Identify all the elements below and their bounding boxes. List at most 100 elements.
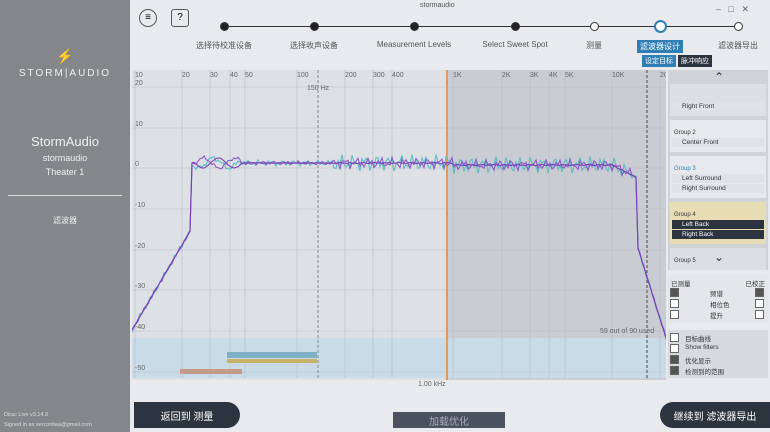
response-curve (132, 154, 666, 341)
step-dot (310, 22, 319, 31)
step-dot (410, 22, 419, 31)
db-label: 10 (135, 121, 143, 128)
option-label: 优化显示 (685, 358, 711, 365)
freq-label: 10K (612, 72, 625, 79)
filter-bar (227, 352, 317, 358)
next-button[interactable]: 继续到 滤波器导出 (660, 402, 770, 428)
plot-bg-right (447, 70, 666, 380)
group-name: Group 2 (674, 130, 696, 136)
checkbox (670, 333, 683, 342)
freq-label: 400 (392, 72, 404, 79)
theater: Theater 1 (45, 167, 85, 177)
checkbox (670, 299, 683, 308)
row-label: 相位色 (710, 302, 730, 309)
checkbox (670, 310, 683, 319)
window-title: stormaudio (420, 2, 455, 9)
freq-label: 100 (297, 72, 309, 79)
tab[interactable]: 设定目标 (642, 55, 676, 67)
tab[interactable]: 脉冲响应 (678, 55, 712, 67)
step-dot (654, 20, 667, 33)
freq-label: 20K (660, 72, 666, 79)
step-label: Select Sweet Spot (482, 40, 548, 49)
freq-label: 30 (210, 72, 218, 79)
display-panel: 已测量 已校正频谱相位色提升 (668, 275, 768, 323)
sidebar: ⚡ STORM|AUDIO StormAudio stormaudio Thea… (0, 0, 130, 432)
freq-label: 1K (453, 72, 462, 79)
freq-label: 4K (549, 72, 558, 79)
db-label: -10 (135, 202, 145, 209)
center-button[interactable]: 加载优化 (393, 412, 505, 428)
freq-label: 5K (565, 72, 574, 79)
filter-bar (180, 369, 242, 374)
group-name: Group 3 (674, 166, 696, 172)
help-button[interactable]: ? (171, 9, 189, 27)
channel: Left Surround (672, 174, 764, 183)
channel-list: ⌃ Right Front Group 2 Center Front Group 3 Le… (668, 70, 768, 270)
graph: 10203040501002003004001K2K3K4K5K10K20K20… (132, 70, 666, 388)
filter-bar (227, 359, 317, 363)
freq-label: 300 (373, 72, 385, 79)
checkbox (670, 288, 683, 297)
channel: Right Surround (672, 184, 764, 193)
option-label: Show filters (685, 344, 719, 351)
step-label: 滤波器导出 (718, 41, 758, 50)
channel: Center Front (672, 138, 764, 147)
options-panel: 目标曲线 Show filters 优化显示检测到的范围 (668, 330, 768, 378)
step-line (224, 26, 738, 27)
freq-label: 2K (502, 72, 511, 79)
step-dot (220, 22, 229, 31)
checkbox (670, 344, 683, 353)
db-label: 0 (135, 161, 139, 168)
back-button[interactable]: 返回到 测量 (134, 402, 240, 428)
center-label: 1.00 kHz (418, 381, 446, 388)
db-label: 20 (135, 80, 143, 87)
freq-label: 3K (530, 72, 539, 79)
response-curve (132, 155, 666, 338)
header: 已测量 (671, 281, 691, 288)
step-label: Measurement Levels (376, 40, 452, 49)
brand: STORM|AUDIO (18, 68, 112, 79)
group-name: Group 4 (674, 212, 696, 218)
step-label: 选择收声设备 (290, 41, 338, 50)
group-name: Group 5 (674, 258, 696, 264)
checkbox (670, 355, 683, 364)
menu-button[interactable]: ≡ (139, 9, 157, 27)
target-curve (132, 157, 666, 338)
db-label: -50 (135, 365, 145, 372)
usage: 59 out of 90 used (600, 328, 654, 335)
header: 已校正 (745, 281, 766, 288)
checkbox (755, 299, 768, 308)
channel: Right Front (672, 102, 764, 111)
checkbox (755, 288, 768, 297)
db-label: -20 (135, 243, 145, 250)
channel: Right Back (672, 230, 764, 239)
step-label: 选择待校准设备 (196, 41, 252, 50)
group-card (670, 120, 766, 152)
step-label: 测量 (586, 41, 602, 50)
freq-label: 20 (182, 72, 190, 79)
step-dot (511, 22, 520, 31)
row-label: 频谱 (710, 291, 723, 298)
freq-label: 40 (230, 72, 238, 79)
checkbox (755, 310, 768, 319)
signed-in: Signed in as vercontiaa@gmail.com (4, 422, 92, 428)
row-label: 提升 (710, 313, 723, 320)
step-dot (734, 22, 743, 31)
user: stormaudio (42, 153, 88, 163)
arrow-down: ⌄ (714, 250, 725, 264)
step-label: 滤波器设计 (637, 40, 683, 53)
option-label: 目标曲线 (685, 336, 711, 343)
group-card (670, 84, 766, 116)
option-label: 检测到的范围 (685, 369, 724, 376)
freq-label: 50 (245, 72, 253, 79)
group-card (670, 248, 766, 270)
site-name: StormAudio (31, 134, 99, 149)
version: Dirac Live v3.14.3 (4, 412, 49, 418)
freq-label: 200 (345, 72, 357, 79)
arrow-up: ⌃ (714, 70, 725, 84)
db-label: -40 (135, 324, 145, 331)
db-label: -30 (135, 283, 145, 290)
freq-label: 10 (135, 72, 143, 79)
section: 滤波器 (53, 216, 77, 225)
